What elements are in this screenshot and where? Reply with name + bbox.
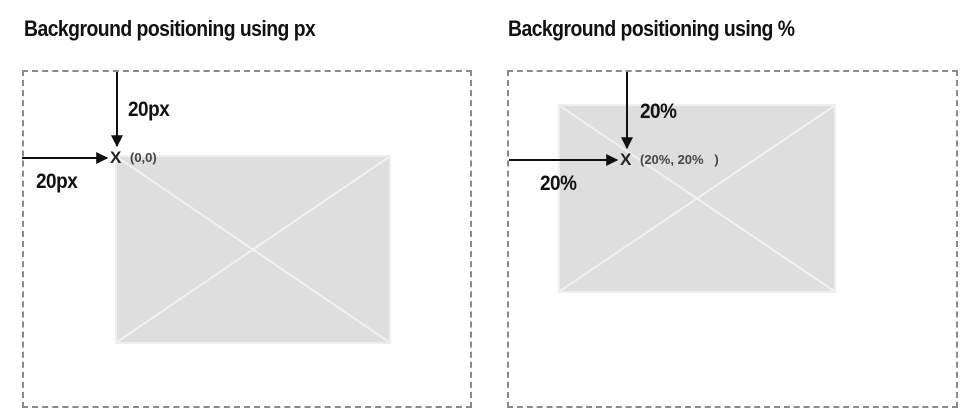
left-panel-title: Background positioning using px bbox=[24, 16, 316, 41]
left-container-frame bbox=[22, 70, 472, 408]
right-origin-marker: X bbox=[620, 150, 632, 169]
right-container-frame bbox=[507, 70, 958, 408]
left-origin-coordinate: (0,0) bbox=[130, 150, 157, 165]
right-origin-coordinate: (20%, 20% ) bbox=[640, 152, 719, 167]
image-placeholder-icon bbox=[560, 106, 834, 291]
left-origin-marker: X bbox=[110, 148, 122, 167]
right-panel-title: Background positioning using % bbox=[508, 16, 795, 41]
right-left-offset-label: 20% bbox=[540, 172, 577, 195]
left-background-image-placeholder bbox=[115, 155, 391, 344]
left-left-offset-label: 20px bbox=[36, 170, 78, 193]
right-top-offset-label: 20% bbox=[640, 100, 677, 123]
left-top-offset-label: 20px bbox=[128, 98, 170, 121]
right-background-image-placeholder bbox=[558, 104, 836, 293]
image-placeholder-icon bbox=[117, 157, 389, 342]
